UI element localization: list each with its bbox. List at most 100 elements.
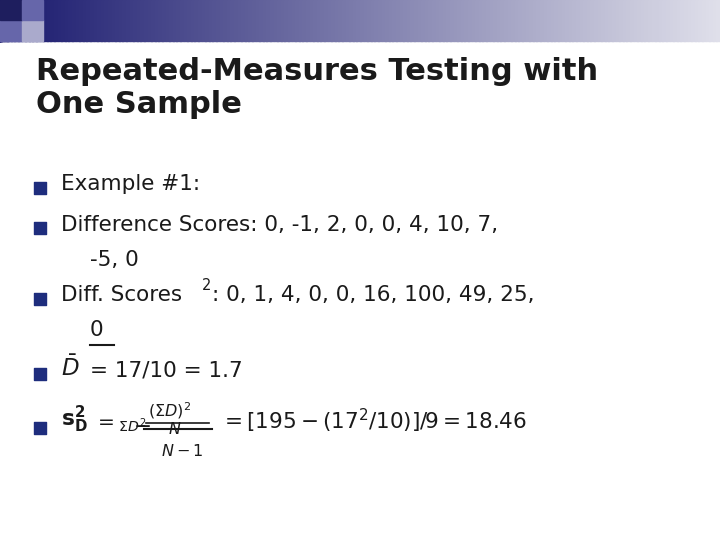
Bar: [4, 0, 9, 40]
Bar: [400, 0, 404, 40]
Bar: [648, 0, 652, 40]
Bar: [482, 0, 487, 40]
Bar: [83, 0, 87, 40]
Text: Repeated-Measures Testing with
One Sample: Repeated-Measures Testing with One Sampl…: [36, 57, 598, 119]
Bar: [0, 0, 4, 40]
Bar: [2, 0, 7, 40]
Bar: [184, 0, 188, 40]
Bar: [346, 0, 350, 40]
Bar: [3, 0, 8, 40]
Bar: [666, 0, 670, 40]
Bar: [281, 0, 285, 40]
Bar: [0, 0, 5, 40]
Bar: [630, 0, 634, 40]
Bar: [461, 0, 465, 40]
Bar: [3, 0, 8, 40]
Bar: [2, 0, 7, 40]
Point: [34, 184, 45, 192]
Text: $\bar{D}$: $\bar{D}$: [61, 355, 80, 381]
Bar: [76, 0, 80, 40]
Bar: [2, 0, 7, 40]
Bar: [1, 0, 6, 40]
Bar: [252, 0, 256, 40]
Bar: [4, 0, 9, 40]
Text: $\mathbf{s}^{\mathbf{2}}_{\mathbf{D}}$: $\mathbf{s}^{\mathbf{2}}_{\mathbf{D}}$: [61, 403, 88, 435]
Bar: [576, 0, 580, 40]
Bar: [3, 0, 8, 40]
Bar: [0, 0, 5, 40]
Bar: [1, 0, 6, 40]
Bar: [1, 0, 6, 40]
Bar: [2, 0, 7, 40]
Bar: [14, 0, 19, 40]
Bar: [277, 0, 282, 40]
Bar: [1, 0, 6, 40]
Bar: [2, 0, 7, 40]
Bar: [3, 0, 8, 40]
Bar: [2, 0, 7, 40]
Bar: [0, 0, 5, 40]
Bar: [3, 0, 8, 40]
Bar: [709, 0, 714, 40]
Bar: [1, 0, 6, 40]
Bar: [475, 0, 480, 40]
Bar: [1, 0, 6, 40]
Bar: [50, 0, 55, 40]
Bar: [590, 0, 595, 40]
Bar: [4, 0, 9, 40]
Bar: [2, 0, 7, 40]
Bar: [3, 0, 8, 40]
Bar: [1, 0, 6, 40]
Bar: [1, 0, 6, 40]
Bar: [2, 0, 7, 40]
Bar: [97, 0, 102, 40]
Bar: [3, 0, 8, 40]
Bar: [583, 0, 588, 40]
Point: [34, 224, 45, 233]
Bar: [18, 0, 22, 40]
Bar: [403, 0, 408, 40]
Bar: [3, 0, 8, 40]
Bar: [2, 0, 7, 40]
Bar: [691, 0, 696, 40]
Bar: [1, 0, 6, 40]
Bar: [572, 0, 577, 40]
Bar: [25, 0, 30, 40]
Bar: [562, 0, 566, 40]
Bar: [3, 0, 8, 40]
Bar: [2, 0, 7, 40]
Bar: [601, 0, 606, 40]
Bar: [58, 0, 62, 40]
Text: Diff. Scores: Diff. Scores: [61, 285, 182, 305]
Bar: [2, 0, 7, 40]
Bar: [2, 0, 7, 40]
Bar: [1, 0, 6, 40]
Bar: [317, 0, 321, 40]
Bar: [378, 0, 382, 40]
Bar: [450, 0, 454, 40]
Bar: [1, 0, 6, 40]
Bar: [536, 0, 541, 40]
Bar: [2, 0, 7, 40]
Bar: [605, 0, 609, 40]
Bar: [2, 0, 7, 40]
Bar: [443, 0, 447, 40]
Bar: [3, 0, 8, 40]
Bar: [130, 0, 134, 40]
Bar: [1, 0, 6, 40]
Bar: [61, 0, 66, 40]
Bar: [4, 0, 9, 40]
Bar: [338, 0, 343, 40]
Bar: [616, 0, 620, 40]
Bar: [407, 0, 411, 40]
Bar: [295, 0, 300, 40]
Bar: [1, 0, 6, 40]
Bar: [623, 0, 627, 40]
Bar: [2, 0, 7, 40]
Bar: [0, 0, 5, 40]
Bar: [382, 0, 386, 40]
Text: $= [195 - (17^{2}/10)]/9 = 18.46$: $= [195 - (17^{2}/10)]/9 = 18.46$: [220, 407, 526, 435]
Bar: [594, 0, 598, 40]
Bar: [367, 0, 372, 40]
Bar: [302, 0, 307, 40]
